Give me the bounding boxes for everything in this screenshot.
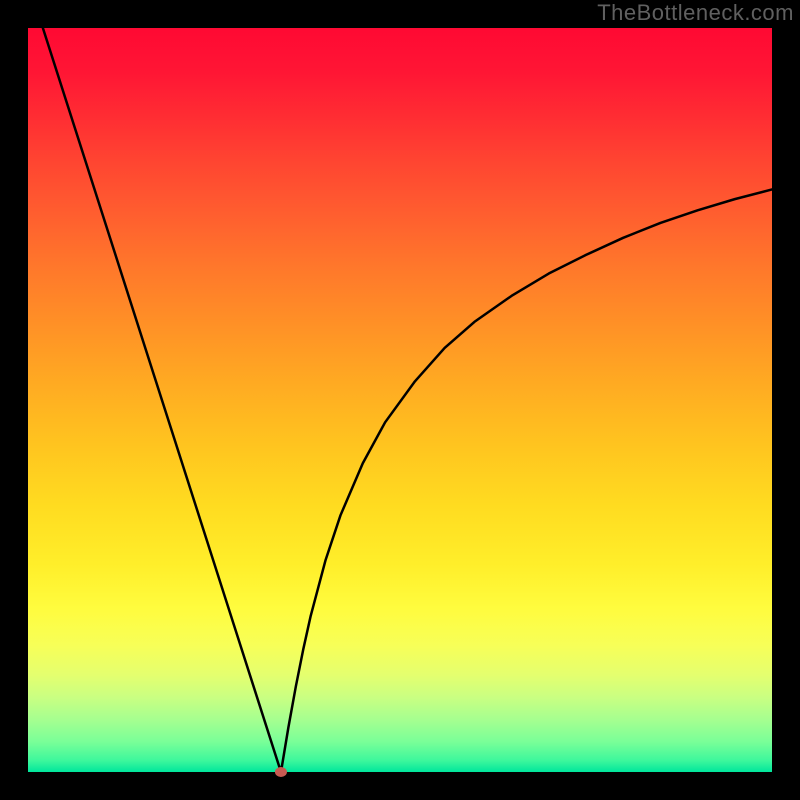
plot-outer-frame [0, 0, 800, 800]
curve-layer [28, 28, 772, 772]
bottleneck-curve [43, 28, 772, 772]
chart-stage: TheBottleneck.com [0, 0, 800, 800]
watermark-text: TheBottleneck.com [597, 0, 794, 26]
plot-area [28, 28, 772, 772]
optimum-marker [275, 767, 287, 777]
